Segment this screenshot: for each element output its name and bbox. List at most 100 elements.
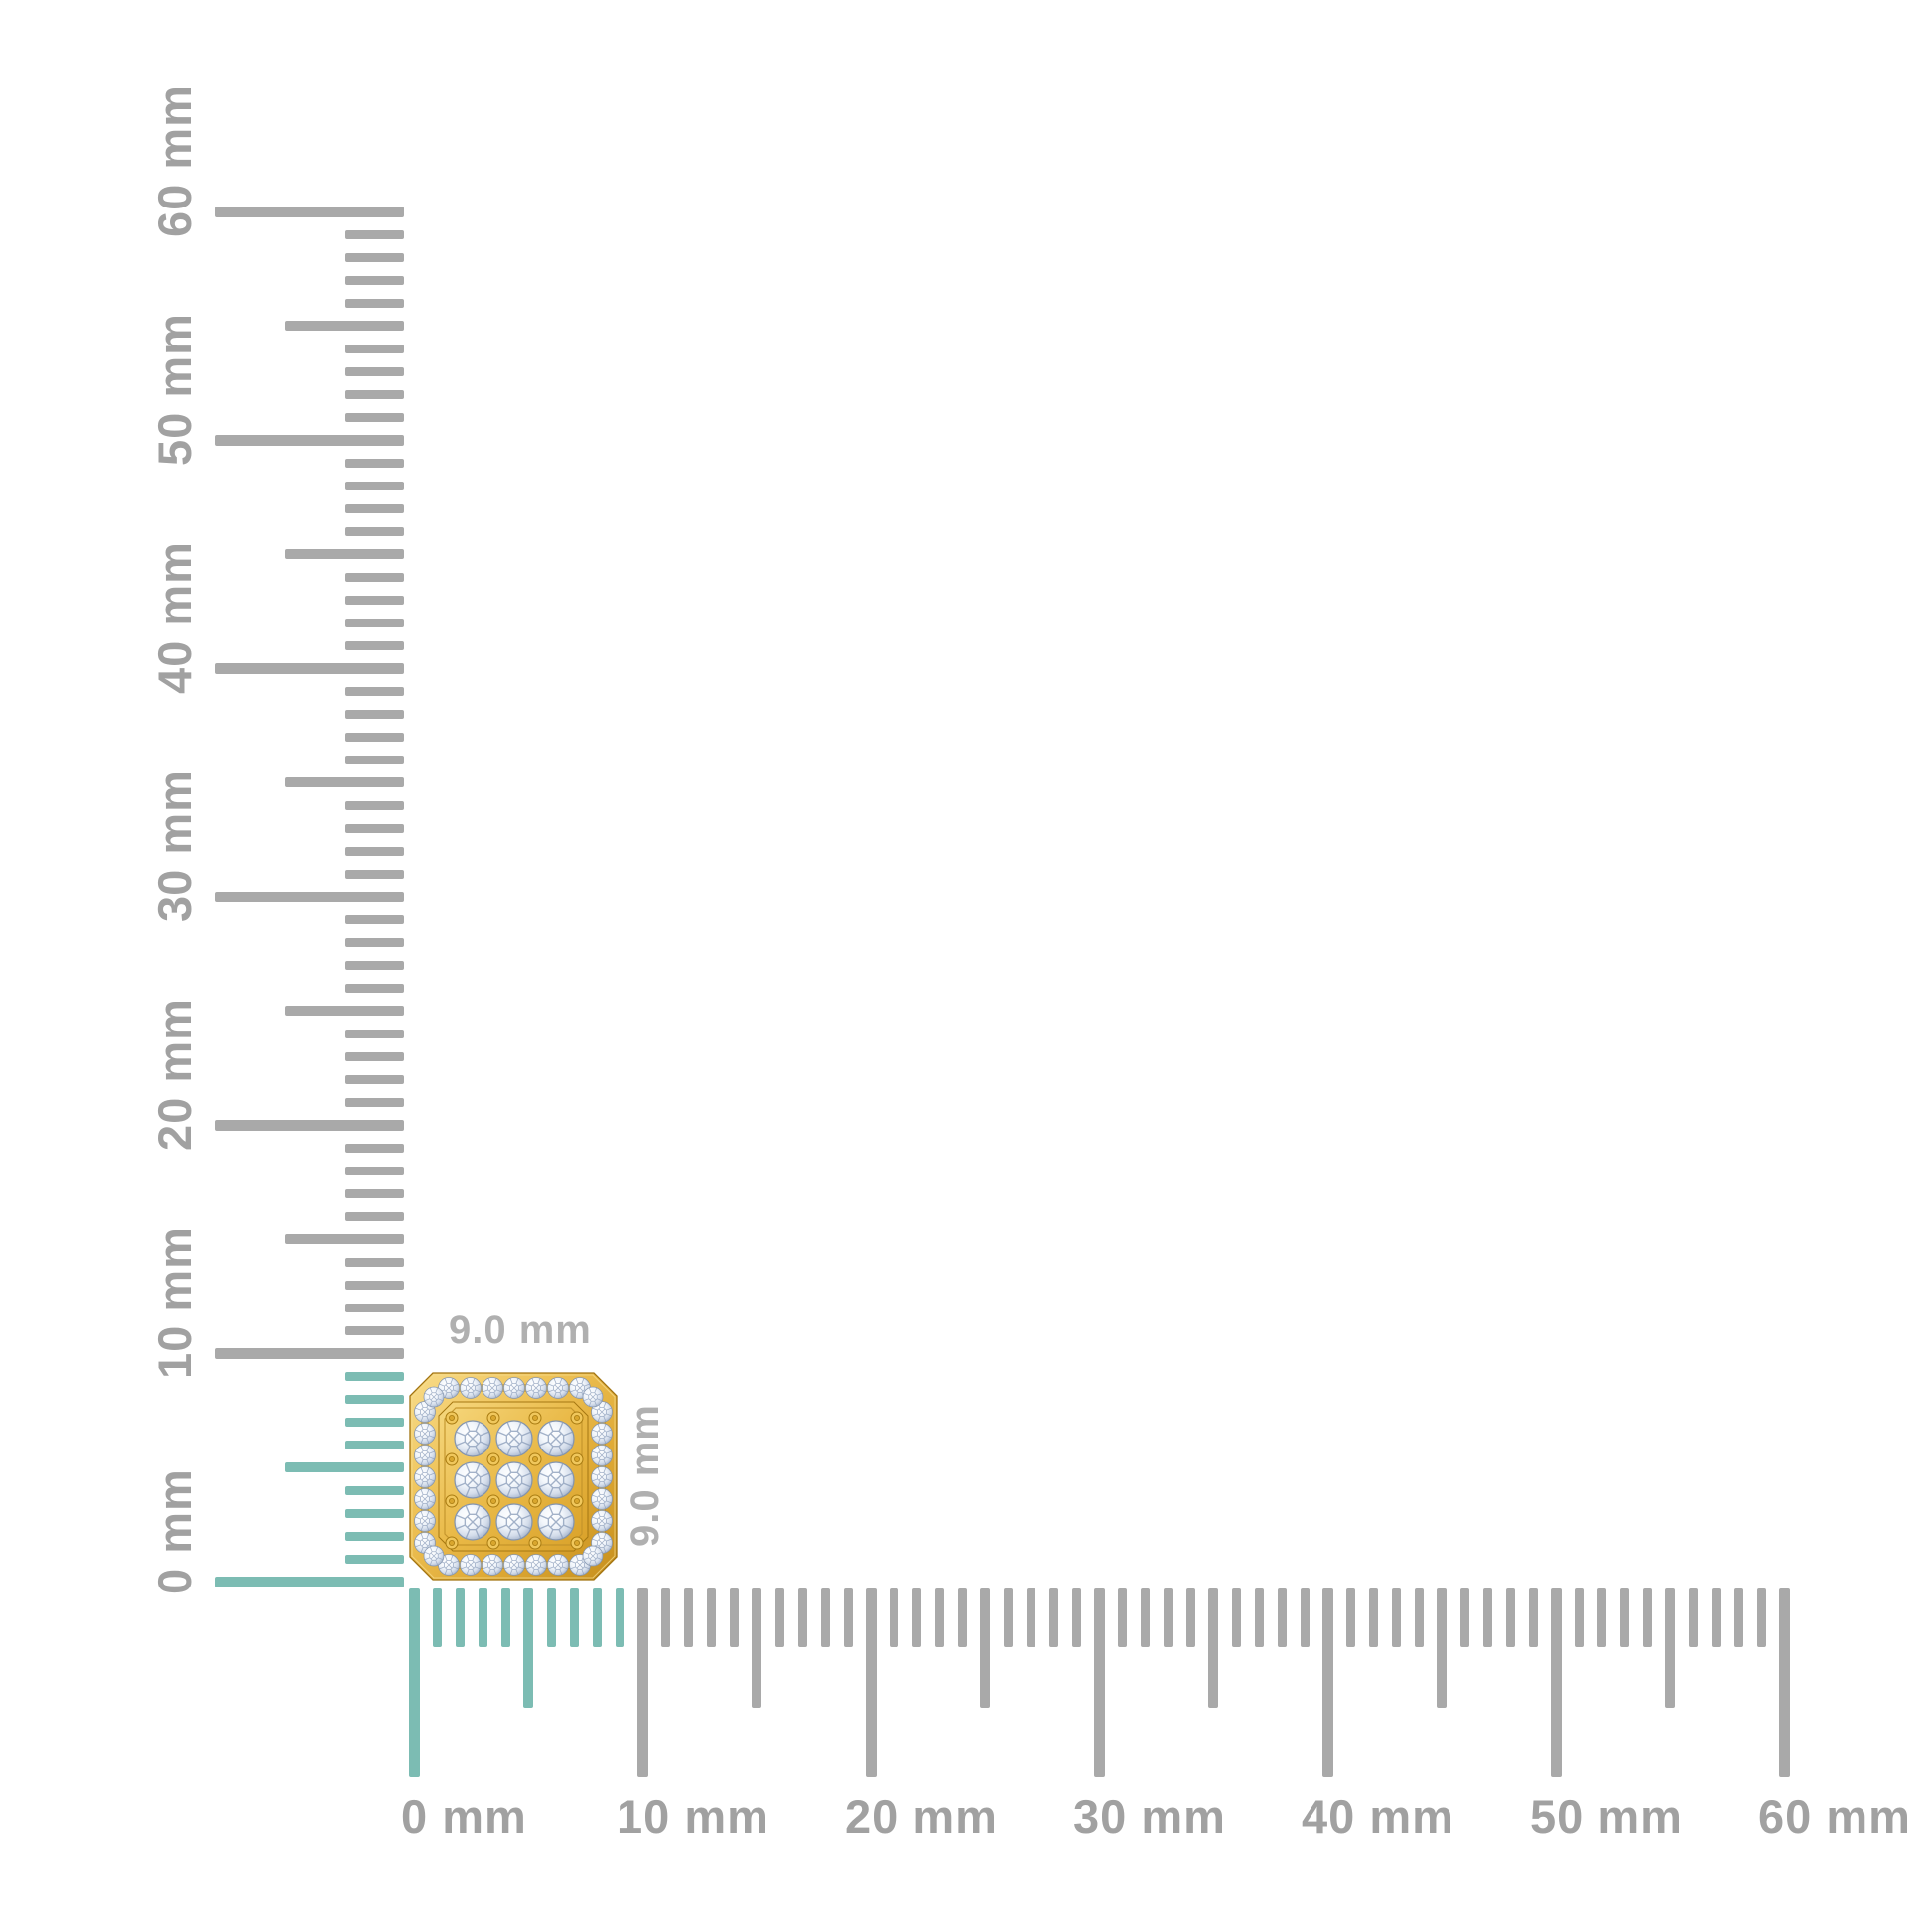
horizontal-tick <box>1391 1588 1401 1647</box>
horizontal-tick <box>1665 1588 1675 1708</box>
horizontal-tick <box>1300 1588 1310 1647</box>
vertical-tick <box>345 344 404 353</box>
vertical-tick <box>215 1576 404 1587</box>
vertical-tick <box>345 298 404 308</box>
horizontal-tick <box>1003 1588 1013 1647</box>
horizontal-tick <box>500 1588 510 1647</box>
vertical-tick <box>345 686 404 696</box>
horizontal-tick <box>797 1588 807 1647</box>
vertical-tick <box>345 1211 404 1221</box>
horizontal-tick <box>1071 1588 1081 1647</box>
vertical-tick <box>345 1417 404 1427</box>
horizontal-tick <box>1231 1588 1241 1647</box>
vertical-tick <box>345 1257 404 1267</box>
horizontal-tick <box>843 1588 853 1647</box>
vertical-tick <box>215 206 404 217</box>
vertical-ruler-label: 40 mm <box>148 541 201 694</box>
vertical-tick <box>345 275 404 285</box>
horizontal-tick <box>934 1588 944 1647</box>
horizontal-tick <box>1756 1588 1766 1647</box>
horizontal-ruler-label: 60 mm <box>1758 1790 1911 1843</box>
vertical-tick <box>345 1371 404 1381</box>
horizontal-tick <box>1026 1588 1035 1647</box>
vertical-tick <box>285 321 404 331</box>
vertical-ruler-label: 30 mm <box>148 769 201 922</box>
vertical-tick <box>345 503 404 513</box>
horizontal-tick <box>455 1588 465 1647</box>
vertical-tick <box>345 732 404 742</box>
vertical-tick <box>345 960 404 970</box>
horizontal-ruler-label: 30 mm <box>1073 1790 1226 1843</box>
horizontal-tick <box>1528 1588 1538 1647</box>
horizontal-tick <box>729 1588 739 1647</box>
vertical-tick <box>345 640 404 650</box>
horizontal-tick <box>478 1588 487 1647</box>
cluster-diamonds <box>454 1420 575 1541</box>
horizontal-tick <box>1117 1588 1127 1647</box>
vertical-tick <box>345 1303 404 1312</box>
cluster-prong-beads <box>445 1411 584 1550</box>
vertical-tick <box>215 1119 404 1131</box>
horizontal-tick <box>1345 1588 1355 1647</box>
horizontal-tick <box>523 1588 533 1708</box>
horizontal-tick <box>1208 1588 1218 1708</box>
horizontal-ruler-label: 0 mm <box>401 1790 527 1843</box>
vertical-ruler-label: 10 mm <box>148 1226 201 1379</box>
horizontal-tick <box>1642 1588 1652 1647</box>
horizontal-tick <box>1185 1588 1195 1647</box>
vertical-ruler-label: 60 mm <box>148 84 201 237</box>
horizontal-tick <box>911 1588 921 1647</box>
vertical-tick <box>345 1485 404 1495</box>
horizontal-tick <box>408 1588 420 1777</box>
horizontal-tick <box>1574 1588 1584 1647</box>
vertical-tick <box>345 1440 404 1449</box>
vertical-tick <box>285 1006 404 1016</box>
vertical-tick <box>345 1280 404 1290</box>
vertical-tick <box>345 481 404 490</box>
vertical-tick <box>345 1074 404 1084</box>
horizontal-tick <box>1711 1588 1721 1647</box>
horizontal-tick <box>1778 1588 1790 1777</box>
vertical-tick <box>215 891 404 902</box>
horizontal-tick <box>980 1588 990 1708</box>
horizontal-tick <box>1368 1588 1378 1647</box>
vertical-tick <box>345 366 404 376</box>
horizontal-ruler-label: 20 mm <box>845 1790 998 1843</box>
horizontal-tick <box>1550 1588 1562 1777</box>
vertical-tick <box>345 1143 404 1153</box>
horizontal-tick <box>1414 1588 1424 1647</box>
vertical-tick <box>285 1462 404 1472</box>
horizontal-ruler-label: 10 mm <box>617 1790 769 1843</box>
horizontal-tick <box>957 1588 967 1647</box>
vertical-tick <box>345 526 404 536</box>
vertical-tick <box>345 983 404 993</box>
vertical-tick <box>345 1554 404 1564</box>
vertical-tick <box>345 846 404 856</box>
horizontal-tick <box>546 1588 556 1647</box>
vertical-tick <box>345 755 404 764</box>
vertical-tick <box>345 229 404 239</box>
horizontal-tick <box>592 1588 602 1647</box>
vertical-ruler-label: 50 mm <box>148 313 201 466</box>
horizontal-tick <box>1277 1588 1287 1647</box>
horizontal-tick <box>889 1588 898 1647</box>
horizontal-tick <box>820 1588 830 1647</box>
horizontal-tick <box>1505 1588 1515 1647</box>
product-image <box>409 1372 618 1581</box>
horizontal-tick <box>1733 1588 1743 1647</box>
horizontal-tick <box>683 1588 693 1647</box>
vertical-tick <box>345 823 404 833</box>
horizontal-ruler-label: 50 mm <box>1530 1790 1683 1843</box>
horizontal-tick <box>1048 1588 1058 1647</box>
vertical-tick <box>285 1234 404 1244</box>
horizontal-tick <box>569 1588 579 1647</box>
vertical-tick <box>345 252 404 262</box>
horizontal-tick <box>1254 1588 1264 1647</box>
horizontal-tick <box>636 1588 648 1777</box>
vertical-tick <box>345 1325 404 1335</box>
horizontal-tick <box>865 1588 877 1777</box>
vertical-tick <box>345 869 404 879</box>
